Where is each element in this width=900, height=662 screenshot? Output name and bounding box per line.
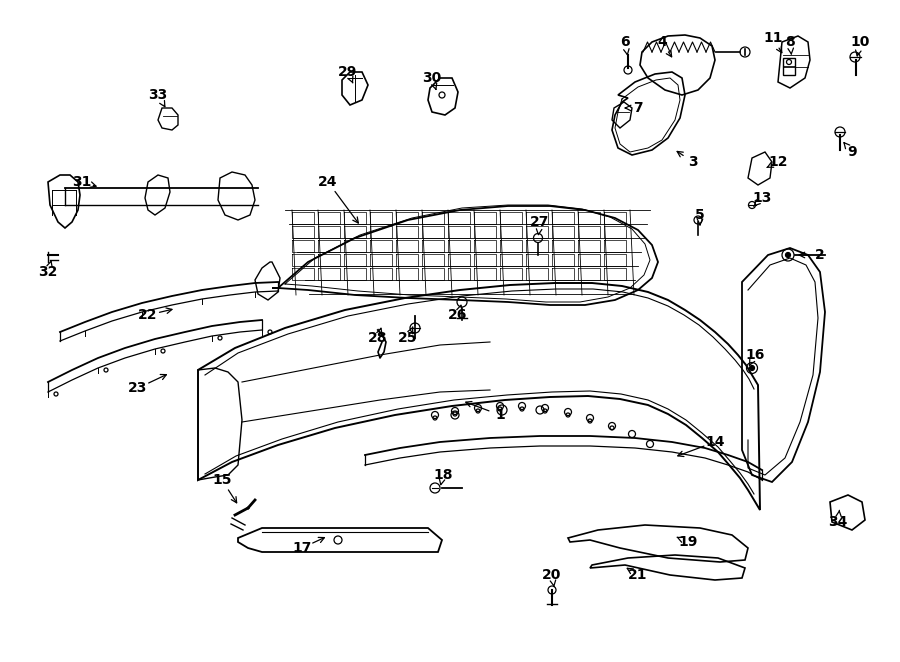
- Text: 13: 13: [752, 191, 771, 205]
- Text: 10: 10: [850, 35, 869, 49]
- Text: 29: 29: [338, 65, 357, 79]
- Text: 11: 11: [763, 31, 783, 45]
- Text: 18: 18: [433, 468, 453, 482]
- Text: 17: 17: [292, 541, 311, 555]
- Text: 32: 32: [39, 265, 58, 279]
- Text: 34: 34: [828, 515, 848, 529]
- Text: 33: 33: [148, 88, 167, 102]
- Text: 6: 6: [620, 35, 630, 49]
- Text: 15: 15: [212, 473, 232, 487]
- Text: 8: 8: [785, 35, 795, 49]
- Text: 27: 27: [530, 215, 550, 229]
- Text: 3: 3: [688, 155, 698, 169]
- Text: 21: 21: [628, 568, 648, 582]
- Text: 4: 4: [657, 35, 667, 49]
- Circle shape: [786, 252, 790, 258]
- Text: 7: 7: [634, 101, 643, 115]
- Text: 16: 16: [745, 348, 765, 362]
- Text: 5: 5: [695, 208, 705, 222]
- Text: 14: 14: [706, 435, 724, 449]
- Text: 12: 12: [769, 155, 788, 169]
- Text: 28: 28: [368, 331, 388, 345]
- Text: 1: 1: [495, 408, 505, 422]
- Text: 20: 20: [543, 568, 562, 582]
- Text: 19: 19: [679, 535, 698, 549]
- Text: 31: 31: [72, 175, 92, 189]
- Text: 24: 24: [319, 175, 338, 189]
- Text: 9: 9: [847, 145, 857, 159]
- Text: 30: 30: [422, 71, 442, 85]
- Circle shape: [750, 365, 754, 371]
- Text: 22: 22: [139, 308, 158, 322]
- Text: 23: 23: [129, 381, 148, 395]
- Text: 2: 2: [815, 248, 825, 262]
- Text: 25: 25: [398, 331, 418, 345]
- Text: 26: 26: [448, 308, 468, 322]
